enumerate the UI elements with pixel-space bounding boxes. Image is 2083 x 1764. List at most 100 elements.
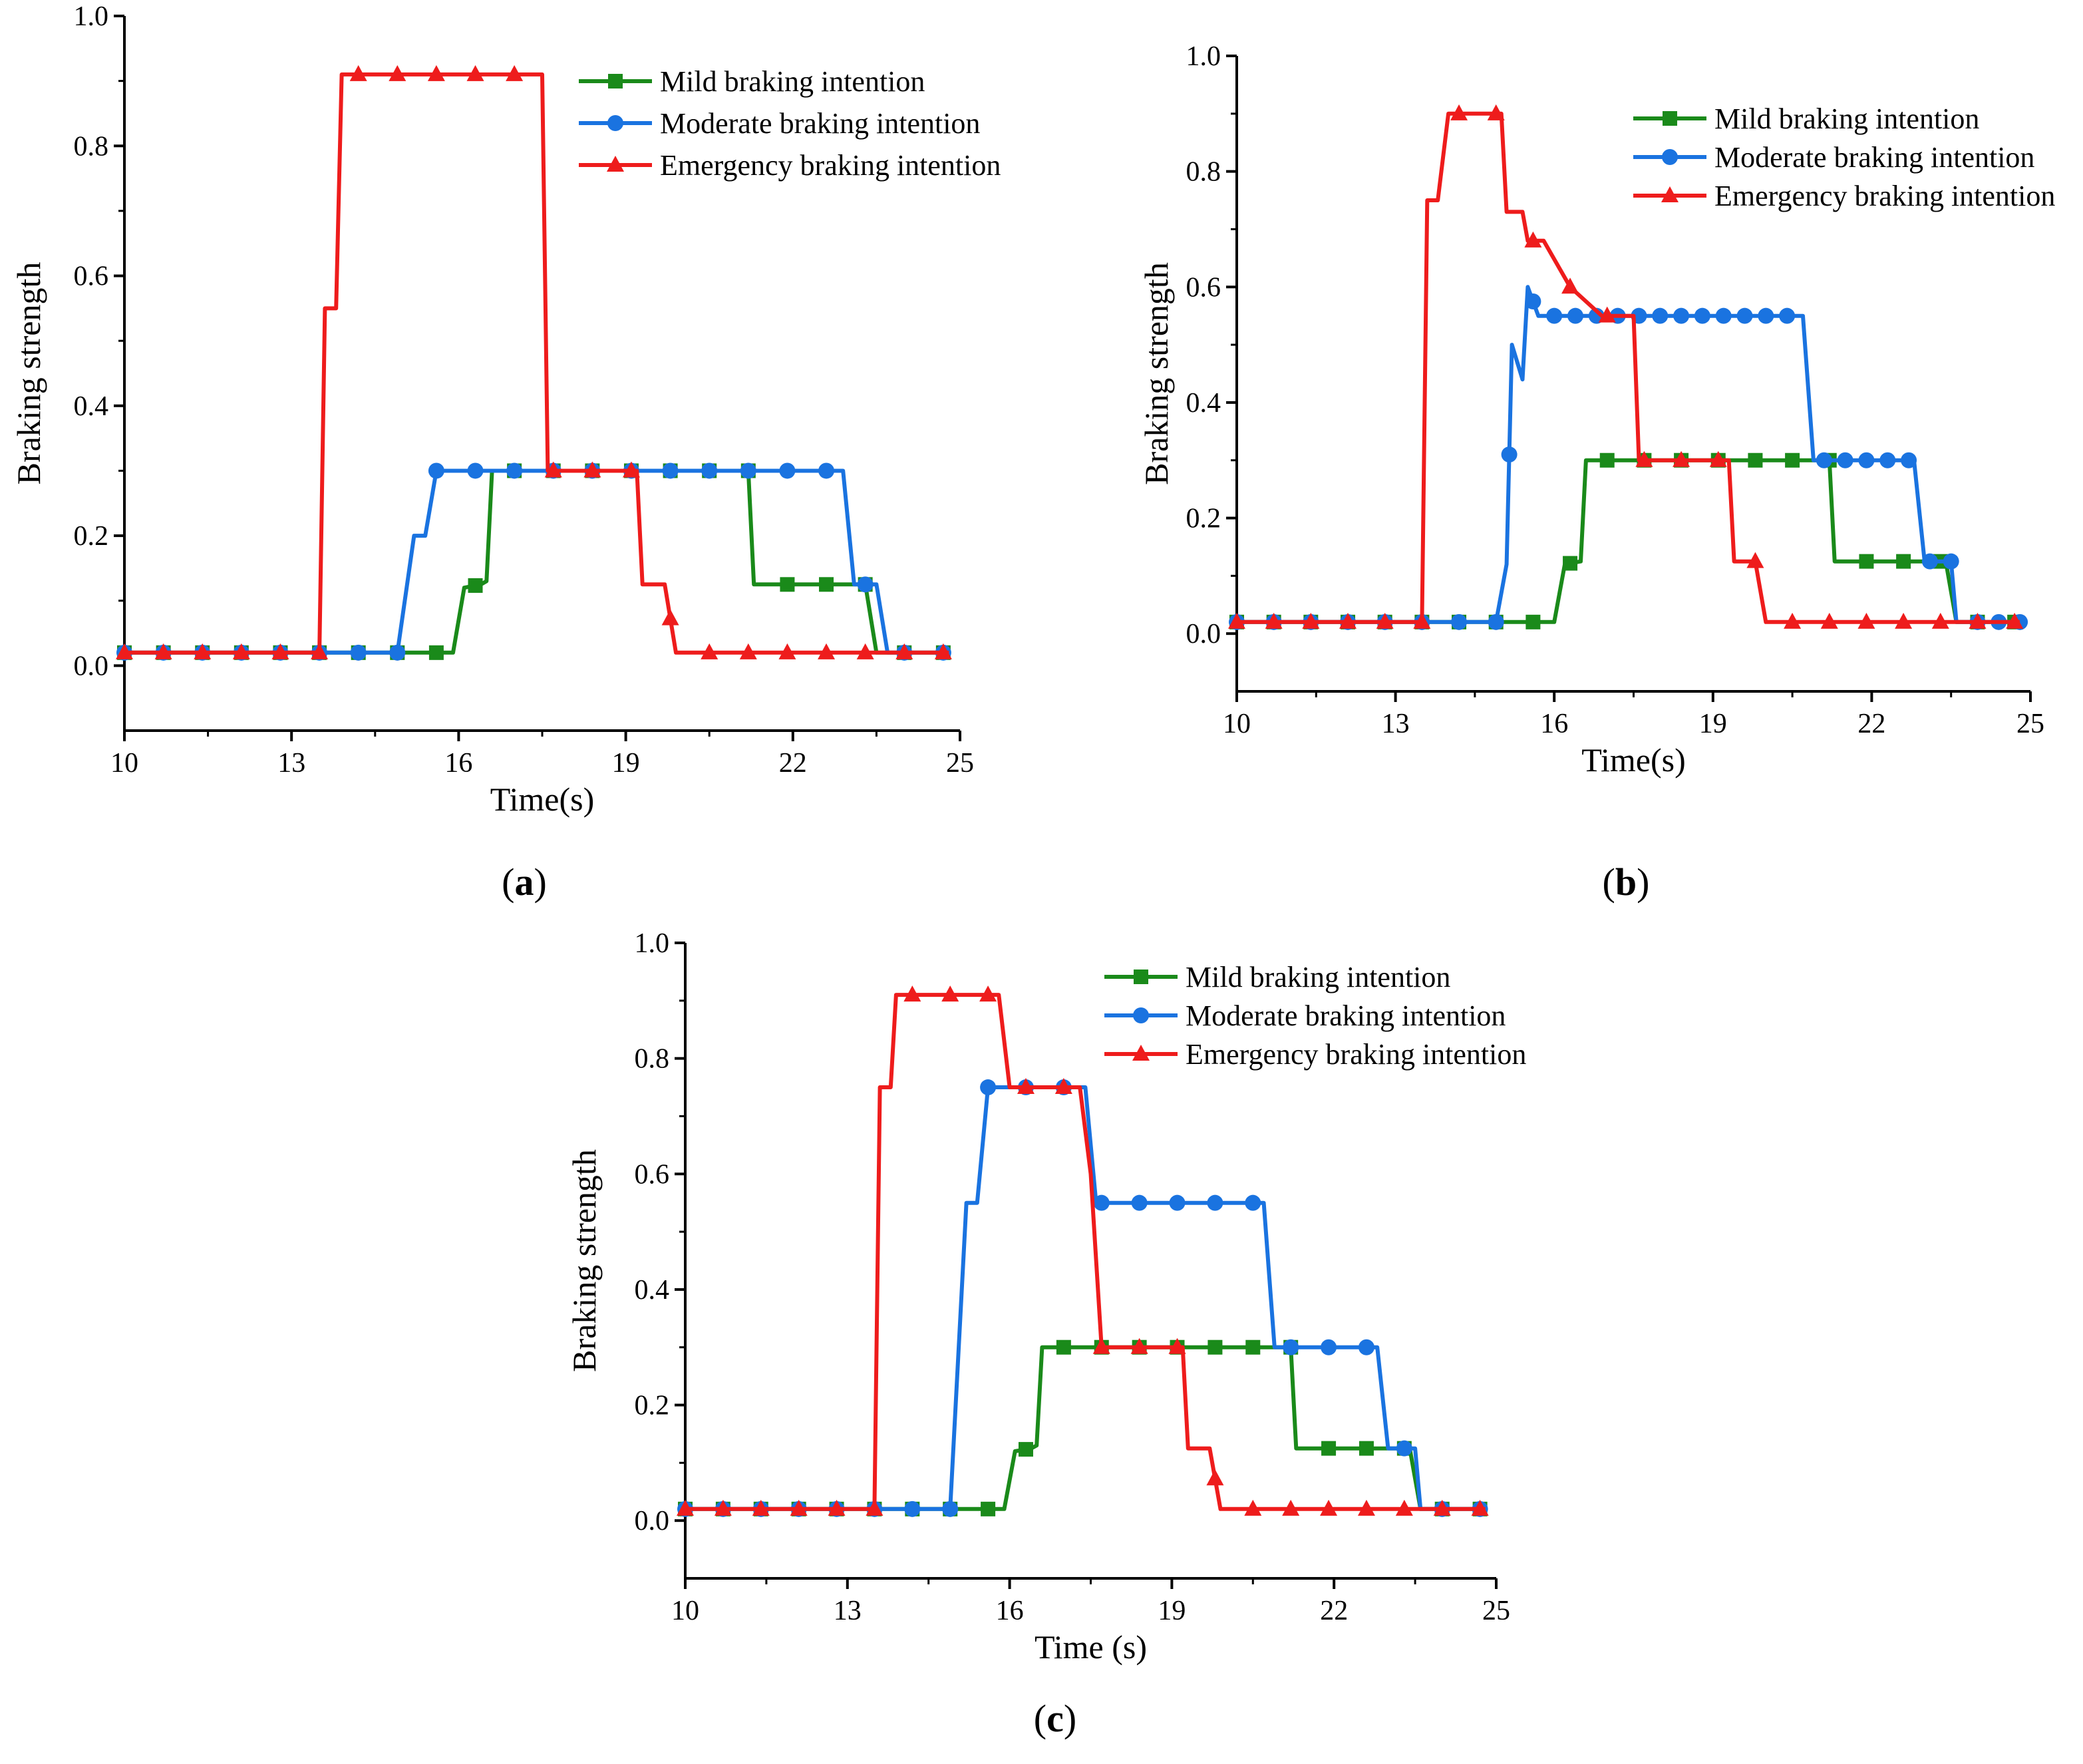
series-marker-triangle bbox=[752, 1499, 770, 1516]
series-marker-triangle bbox=[1746, 552, 1764, 568]
series-marker-square bbox=[1321, 1441, 1337, 1456]
series-marker-triangle bbox=[818, 643, 836, 659]
series-marker-triangle bbox=[544, 461, 562, 478]
series-marker-square bbox=[1896, 554, 1911, 569]
panel-label: (a) bbox=[502, 860, 547, 904]
series-marker-triangle bbox=[1376, 612, 1394, 629]
series-marker-triangle bbox=[1561, 277, 1579, 294]
series-marker-triangle bbox=[1282, 1499, 1300, 1516]
series-marker-circle bbox=[904, 1500, 921, 1517]
series-marker-triangle bbox=[1302, 612, 1320, 629]
series-line bbox=[1237, 458, 2020, 624]
series-marker-triangle bbox=[349, 65, 367, 81]
series-marker-circle bbox=[428, 462, 444, 479]
series-2 bbox=[116, 462, 951, 661]
chart-panel-a: 10 13 16 19 22 25 0.0 0.2 0.4 0.6 0.8 1.0 Time(s) Bra… bbox=[10, 1, 1001, 904]
series-marker-triangle bbox=[194, 643, 212, 659]
legend-marker-circle bbox=[1662, 149, 1678, 165]
series-marker-triangle bbox=[1054, 1078, 1072, 1095]
series-marker-circle bbox=[506, 462, 523, 479]
series-marker-triangle bbox=[866, 1499, 883, 1516]
series-marker-triangle bbox=[1168, 1337, 1186, 1354]
y-tick-label: 0.0 bbox=[1186, 619, 1221, 649]
y-tick-label: 0.0 bbox=[635, 1506, 670, 1536]
y-axis-title: Braking strength bbox=[10, 262, 47, 485]
legend-label: Emergency braking intention bbox=[660, 149, 1001, 182]
series-marker-triangle bbox=[677, 1499, 694, 1516]
legend-marker-triangle bbox=[1661, 186, 1679, 202]
series-marker-triangle bbox=[1784, 612, 1802, 629]
series-marker-circle bbox=[1245, 1194, 1261, 1211]
legend-label: Moderate braking intention bbox=[1186, 999, 1506, 1032]
series-marker-triangle bbox=[661, 609, 679, 625]
series-1 bbox=[1229, 452, 2022, 629]
series-marker-circle bbox=[1652, 307, 1669, 324]
y-tick-label: 1.0 bbox=[1186, 41, 1221, 72]
series-marker-circle bbox=[1396, 1440, 1412, 1457]
series-marker-triangle bbox=[790, 1499, 808, 1516]
series-marker-triangle bbox=[778, 643, 796, 659]
x-tick-label: 13 bbox=[834, 1596, 862, 1626]
x-axis-title: Time(s) bbox=[490, 781, 595, 818]
series-marker-triangle bbox=[1895, 612, 1913, 629]
legend-label: Mild braking intention bbox=[1186, 961, 1450, 993]
series-marker-triangle bbox=[1395, 1499, 1413, 1516]
series-marker-triangle bbox=[701, 643, 719, 659]
series-marker-triangle bbox=[506, 65, 524, 81]
chart-panel-c: 10 13 16 19 22 25 0.0 0.2 0.4 0.6 0.8 1.0 Time (s) Br… bbox=[565, 928, 1526, 1740]
series-marker-circle bbox=[942, 1500, 959, 1517]
series-marker-circle bbox=[779, 462, 796, 479]
x-tick-label: 13 bbox=[1382, 709, 1410, 739]
series-line bbox=[685, 1345, 1486, 1511]
x-tick-label: 10 bbox=[671, 1596, 699, 1626]
series-marker-triangle bbox=[1673, 450, 1690, 467]
series-marker-circle bbox=[1321, 1339, 1337, 1355]
series-marker-triangle bbox=[583, 461, 601, 478]
series-marker-triangle bbox=[1413, 612, 1431, 629]
series-marker-circle bbox=[1858, 452, 1875, 468]
series-marker-triangle bbox=[828, 1499, 846, 1516]
series-marker-triangle bbox=[739, 643, 757, 659]
series-marker-square bbox=[1207, 1339, 1223, 1355]
series-marker-square bbox=[819, 577, 834, 592]
x-tick-label: 25 bbox=[2016, 709, 2044, 739]
series-marker-circle bbox=[980, 1079, 997, 1096]
series-marker-triangle bbox=[1433, 1499, 1451, 1516]
series-marker-triangle bbox=[1017, 1078, 1035, 1095]
series-line bbox=[685, 993, 1486, 1511]
series-marker-triangle bbox=[1244, 1499, 1262, 1516]
series-marker-triangle bbox=[856, 643, 874, 659]
series-marker-circle bbox=[1715, 307, 1732, 324]
series-marker-circle bbox=[1901, 452, 1917, 468]
series-marker-circle bbox=[1758, 307, 1774, 324]
x-tick-label: 10 bbox=[110, 748, 138, 779]
series-marker-circle bbox=[1358, 1339, 1374, 1355]
series-line bbox=[124, 468, 949, 655]
series-marker-triangle bbox=[1857, 612, 1875, 629]
series-marker-triangle bbox=[1969, 612, 1987, 629]
legend: Mild braking intention Moderate braking i… bbox=[1104, 961, 1526, 1071]
x-tick-label: 25 bbox=[1482, 1596, 1510, 1626]
series-marker-circle bbox=[1488, 614, 1504, 630]
series-marker-circle bbox=[1501, 446, 1518, 463]
series-3 bbox=[677, 985, 1489, 1516]
series-marker-circle bbox=[1837, 452, 1853, 468]
series-marker-triangle bbox=[1357, 1499, 1375, 1516]
legend-label: Moderate braking intention bbox=[1714, 141, 2034, 174]
panel-label: (b) bbox=[1603, 860, 1650, 904]
series-marker-triangle bbox=[903, 985, 921, 1002]
series-marker-circle bbox=[1879, 452, 1896, 468]
series-marker-circle bbox=[857, 576, 874, 593]
series-marker-square bbox=[1245, 1339, 1261, 1355]
series-marker-square bbox=[1056, 1339, 1071, 1355]
series-marker-triangle bbox=[232, 643, 250, 659]
series-marker-triangle bbox=[941, 985, 959, 1002]
series-marker-triangle bbox=[714, 1499, 732, 1516]
y-tick-label: 0.2 bbox=[1186, 504, 1221, 534]
x-tick-label: 22 bbox=[1320, 1596, 1348, 1626]
legend-marker-triangle bbox=[607, 156, 624, 172]
legend-label: Emergency braking intention bbox=[1714, 180, 2055, 212]
series-marker-triangle bbox=[1820, 612, 1838, 629]
series-marker-square bbox=[428, 645, 444, 660]
series-marker-square bbox=[1748, 452, 1763, 468]
